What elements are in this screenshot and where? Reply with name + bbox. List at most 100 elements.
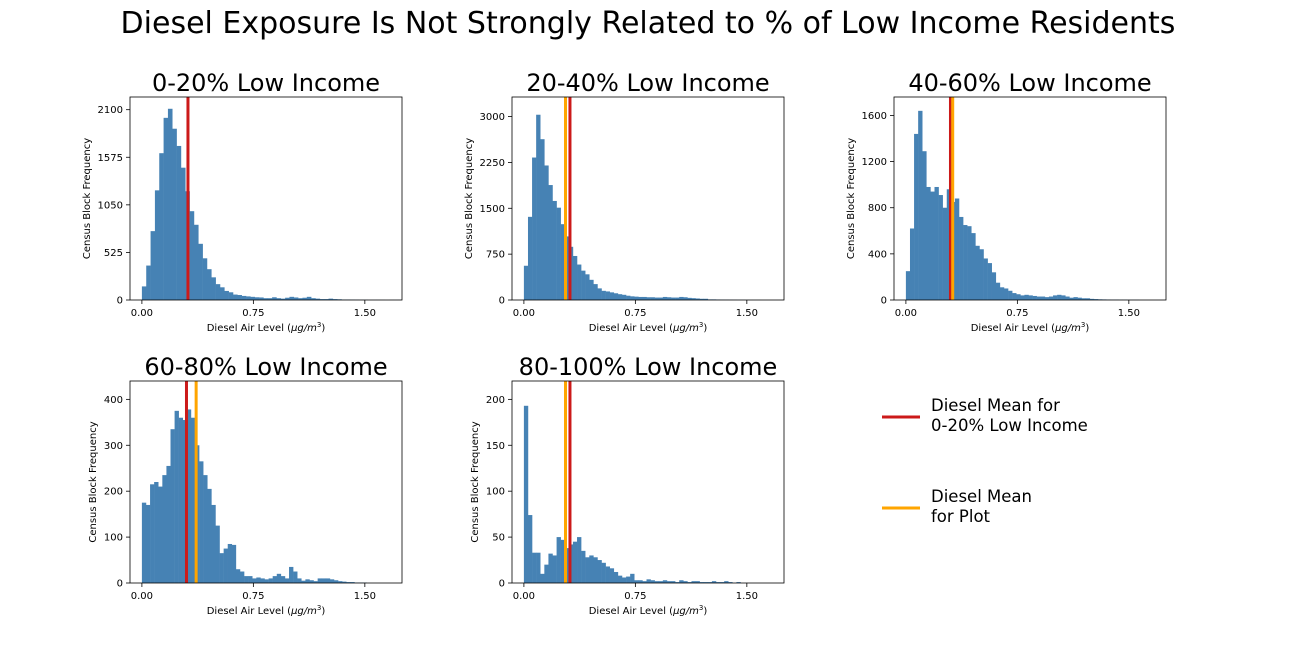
panel-5-histogram-bar — [699, 582, 704, 583]
panel-2-y-axis-label: Census Block Frequency — [464, 138, 475, 259]
panel-1-histogram-bar — [298, 298, 303, 300]
panel-3-histogram-bar — [905, 271, 911, 300]
panel-5-histogram-bar — [626, 576, 631, 583]
panel-5-histogram-bar — [572, 541, 578, 583]
panel-3-histogram-bar — [975, 245, 980, 300]
panel-2-histogram-bar — [695, 298, 700, 300]
panel-4-axes-frame — [129, 380, 403, 584]
panel-5-histogram-bar — [556, 537, 561, 583]
panel-5-x-tick-label: 1.50 — [736, 591, 758, 602]
panel-1-histogram-bar — [302, 297, 308, 300]
panel-1-histogram-bar — [189, 211, 195, 300]
panel-4-histogram-bar — [329, 579, 335, 583]
panel-2-histogram-bar — [687, 297, 692, 300]
panel-2-y-tick-label: 750 — [486, 250, 505, 261]
panel-2-histogram-bar — [552, 200, 557, 300]
panel-3-x-tick-label: 0.00 — [895, 308, 917, 319]
panel-1-histogram-bar — [267, 298, 273, 300]
panel-4-histogram-bar — [334, 580, 339, 583]
panel-3-histogram-bar — [1073, 297, 1078, 300]
panel-4-y-tick-label: 0 — [117, 579, 123, 590]
panel-5-histogram-bar — [658, 581, 664, 583]
panel-3-histogram-bar — [991, 272, 997, 300]
panel-2-histogram-bar — [617, 294, 623, 300]
panel-3-axes-frame — [893, 96, 1167, 301]
panel-1-x-tick-label: 0.75 — [242, 308, 264, 319]
panel-2-histogram-bar — [662, 296, 668, 300]
panel-2-histogram-bar — [671, 297, 676, 300]
panel-3-histogram-bar — [954, 198, 960, 300]
panel-1-histogram-bar — [250, 296, 255, 300]
panel-4-histogram-bar — [231, 544, 237, 583]
panel-5-histogram-bar — [650, 580, 655, 583]
panel-4-x-tick-label: 1.50 — [354, 591, 376, 602]
panel-3-histogram-bar — [1061, 295, 1066, 300]
legend-label-2: Diesel Mean — [931, 487, 1032, 506]
panel-3-y-tick-label: 400 — [868, 249, 887, 260]
panel-3-x-tick-label: 0.75 — [1006, 308, 1028, 319]
panel-2-histogram-bar — [626, 295, 631, 300]
panel-2-histogram-bar — [527, 216, 533, 300]
panel-1-histogram-bar — [237, 295, 242, 300]
panel-2-histogram-bar — [679, 296, 684, 300]
panel-3-histogram-bar — [938, 195, 943, 300]
panel-5-histogram-bar — [527, 515, 533, 583]
panel-1-y-tick-label: 1050 — [98, 200, 123, 211]
panel-2-histogram-bar — [609, 292, 615, 300]
panel-5-axes-frame — [511, 380, 785, 584]
panel-3-histogram-bar — [1048, 296, 1054, 300]
panel-4-histogram-bar — [321, 578, 327, 583]
panel-5-histogram-bar — [605, 566, 610, 583]
panel-3-histogram-bar — [999, 287, 1005, 300]
panel-4-histogram-bar — [239, 571, 245, 583]
panel-5-y-tick-label: 100 — [486, 487, 505, 498]
panel-5-histogram-bar — [691, 581, 696, 583]
panel-4-histogram-bar — [211, 504, 216, 583]
panel-5-histogram-bar — [593, 557, 598, 583]
panel-4-histogram-bar — [203, 475, 208, 583]
panel-4-histogram-bar — [145, 504, 151, 583]
panel-4-histogram-bar — [166, 465, 171, 583]
panel-5-histogram-bar — [679, 580, 684, 583]
panel-1-histogram-bar — [285, 297, 290, 300]
panel-4-histogram-bar — [170, 429, 175, 583]
panel-3-histogram-bar — [918, 110, 923, 300]
panel-2-y-tick-label: 1500 — [480, 204, 505, 215]
panel-2-histogram-bar — [593, 284, 598, 300]
panel-1-y-axis-label: Census Block Frequency — [82, 138, 93, 259]
panel-3-y-tick-label: 1200 — [862, 157, 887, 168]
panel-4-histogram-bar — [190, 417, 196, 583]
panel-1-y-tick-label: 525 — [104, 248, 123, 259]
panel-5-histogram-bar — [716, 582, 721, 583]
panel-1-histogram-bar — [163, 117, 169, 300]
panel-2-axes-frame — [511, 96, 785, 301]
panel-2-histogram-bar — [544, 165, 549, 300]
panel-3-histogram-bar — [1093, 299, 1099, 300]
panel-2-histogram-bar — [560, 224, 566, 300]
panel-2-histogram-bar — [621, 294, 627, 300]
panel-5-histogram-bar — [552, 555, 557, 583]
panel-2-y-tick-label: 2250 — [480, 158, 505, 169]
panel-3-histogram-bar — [909, 228, 915, 300]
panel-5-histogram-bar — [613, 571, 619, 583]
panel-3-histogram-bar — [1016, 294, 1021, 300]
panel-5-histogram-bar — [646, 579, 651, 583]
panel-1-y-tick-label: 2100 — [98, 105, 123, 116]
panel-4-histogram-bar — [207, 488, 212, 583]
panel-1-histogram-bar — [220, 287, 225, 300]
panel-1-histogram-bar — [324, 299, 329, 300]
panel-1-histogram-bar — [150, 231, 156, 300]
panel-3-histogram-bar — [963, 225, 968, 300]
panel-5-y-axis-label: Census Block Frequency — [470, 421, 481, 542]
panel-3-histogram-bar — [1077, 297, 1082, 300]
panel-1-x-tick-label: 0.00 — [131, 308, 153, 319]
panel-2-histogram-bar — [548, 185, 553, 300]
panel-4-histogram-bar — [289, 566, 294, 583]
panel-2-histogram-bar — [540, 139, 545, 300]
panel-3-histogram-bar — [1012, 293, 1017, 300]
panel-3-histogram-bar — [934, 186, 939, 300]
panel-5-histogram-bar — [634, 580, 639, 583]
figure-title: Diesel Exposure Is Not Strongly Related … — [120, 6, 1176, 41]
panel-1-histogram-bar — [206, 269, 212, 300]
